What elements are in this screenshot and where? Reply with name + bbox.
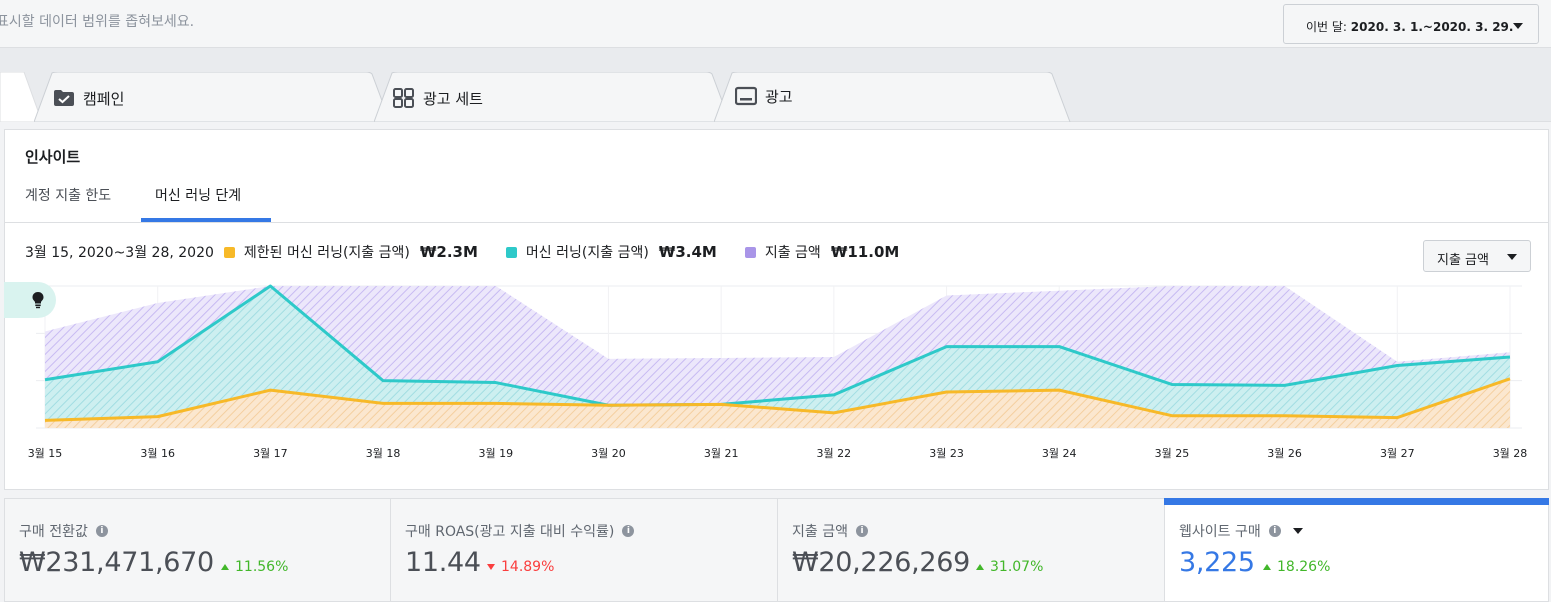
divider: [5, 222, 1548, 223]
kpi-label: 구매 전환값 i: [19, 521, 108, 541]
date-range-label: 이번 달: 2020. 3. 1.~2020. 3. 29.: [1306, 20, 1514, 34]
kpi-label: 웹사이트 구매 i: [1179, 521, 1303, 541]
legend-value-learning: ₩3.4M: [658, 243, 717, 261]
x-tick-label: 3월 17: [253, 447, 288, 460]
x-tick-label: 3월 26: [1267, 447, 1302, 460]
metric-dropdown-label: 지출 금액: [1437, 253, 1489, 268]
x-tick-label: 3월 22: [817, 447, 852, 460]
kpi-value: 3,225: [1179, 547, 1255, 578]
x-tick-label: 3월 24: [1042, 447, 1077, 460]
x-tick-label: 3월 25: [1155, 447, 1190, 460]
tab-ad-sets[interactable]: [374, 72, 734, 122]
insights-title: 인사이트: [25, 148, 81, 166]
tab-ads-label[interactable]: 광고: [735, 85, 793, 107]
kpi-delta: 11.56%: [221, 559, 288, 575]
line-series-1: [44, 284, 1511, 407]
legend-name-learning: 머신 러닝(지출 금액): [525, 245, 649, 261]
trend-up-icon: [221, 564, 229, 570]
ml-phase-chart: 3월 15 3월 16 3월 17 3월 18 3월 19 3월 20 3월 21 3월 22…: [28, 284, 1528, 460]
x-tick-label: 3월 16: [140, 447, 175, 460]
x-tick-label: 3월 23: [929, 447, 964, 460]
kpi-delta: 14.89%: [487, 559, 554, 575]
x-tick-label: 3월 28: [1493, 447, 1528, 460]
kpi-value: ₩20,226,269: [792, 547, 970, 578]
kpi-card-amount-spent[interactable]: 지출 금액 i ₩20,226,269 31.07%: [777, 498, 1165, 602]
kpi-delta: 18.26%: [1263, 559, 1330, 575]
chart-lines: [44, 284, 1511, 422]
line-series-2: [44, 377, 1511, 422]
tab-campaigns-label[interactable]: 캠페인: [53, 87, 124, 109]
subtab-account-spending-limit[interactable]: 계정 지출 한도: [25, 188, 112, 204]
kpi-card-purchase-value[interactable]: 구매 전환값 i ₩231,471,670 11.56%: [4, 498, 391, 602]
tab-campaigns[interactable]: [34, 72, 394, 122]
tab-active-edge: [0, 72, 43, 122]
kpi-delta: 31.07%: [976, 559, 1043, 575]
chart-areas: [45, 286, 1510, 428]
trend-up-icon: [1263, 564, 1271, 570]
x-tick-label: 3월 19: [478, 447, 513, 460]
info-icon[interactable]: i: [622, 525, 635, 537]
insight-tip-button[interactable]: [4, 282, 56, 318]
x-tick-label: 3월 21: [704, 447, 739, 460]
filter-hint: 표시할 데이터 범위를 좁혀보세요.: [0, 14, 195, 30]
area-series-1: [45, 286, 1510, 428]
lightbulb-icon: [32, 292, 44, 309]
legend-date-range: 3월 15, 2020~3월 28, 2020: [25, 245, 214, 261]
legend-swatch-learning: [505, 246, 517, 258]
legend-name-spend: 지출 금액: [764, 245, 821, 261]
legend-swatch-limited: [223, 246, 235, 258]
chart-legend: 3월 15, 2020~3월 28, 2020 제한된 머신 러닝(지출 금액)…: [25, 242, 927, 262]
kpi-card-website-purchases[interactable]: 웹사이트 구매 i 3,225 18.26%: [1164, 498, 1549, 602]
tab-ad-sets-label[interactable]: 광고 세트: [393, 87, 483, 109]
x-tick-label: 3월 20: [591, 447, 626, 460]
kpi-card-purchase-roas[interactable]: 구매 ROAS(광고 지출 대비 수익률) i 11.44 14.89%: [390, 498, 778, 602]
x-tick-label: 3월 18: [366, 447, 401, 460]
trend-down-icon: [487, 564, 495, 570]
chevron-down-icon: [1507, 254, 1517, 260]
subtab-machine-learning-phase[interactable]: 머신 러닝 단계: [155, 188, 242, 204]
x-tick-label: 3월 15: [28, 447, 63, 460]
info-icon[interactable]: i: [1268, 525, 1281, 537]
info-icon[interactable]: i: [95, 525, 108, 537]
chart-x-axis: 3월 15 3월 16 3월 17 3월 18 3월 19 3월 20 3월 21 3월 22…: [28, 447, 1528, 460]
date-range-dropdown[interactable]: 이번 달: 2020. 3. 1.~2020. 3. 29.: [1283, 4, 1539, 44]
trend-up-icon: [976, 564, 984, 570]
filter-bar: 표시할 데이터 범위를 좁혀보세요. 이번 달: 2020. 3. 1.~202…: [0, 0, 1551, 48]
metric-dropdown[interactable]: 지출 금액: [1423, 240, 1531, 272]
legend-value-limited: ₩2.3M: [419, 243, 478, 261]
kpi-value: 11.44: [405, 547, 481, 578]
kpi-label: 구매 ROAS(광고 지출 대비 수익률) i: [405, 521, 635, 541]
chevron-down-icon: [1513, 23, 1523, 29]
x-tick-label: 3월 27: [1380, 447, 1415, 460]
info-icon[interactable]: i: [855, 525, 868, 537]
kpi-value: ₩231,471,670: [19, 547, 214, 578]
campaign-folder-icon: [54, 90, 74, 106]
legend-value-spend: ₩11.0M: [830, 243, 900, 261]
ad-set-grid-icon: [393, 88, 414, 108]
active-subtab-indicator: [141, 218, 271, 222]
ad-monitor-icon: [735, 86, 757, 106]
kpi-label: 지출 금액 i: [792, 521, 868, 541]
legend-name-limited: 제한된 머신 러닝(지출 금액): [243, 245, 410, 261]
area-series-2: [45, 378, 1510, 428]
chevron-down-icon[interactable]: [1292, 528, 1303, 534]
selected-kpi-indicator: [1164, 498, 1549, 505]
legend-swatch-spend: [744, 246, 756, 258]
tab-ads[interactable]: [714, 72, 1074, 122]
